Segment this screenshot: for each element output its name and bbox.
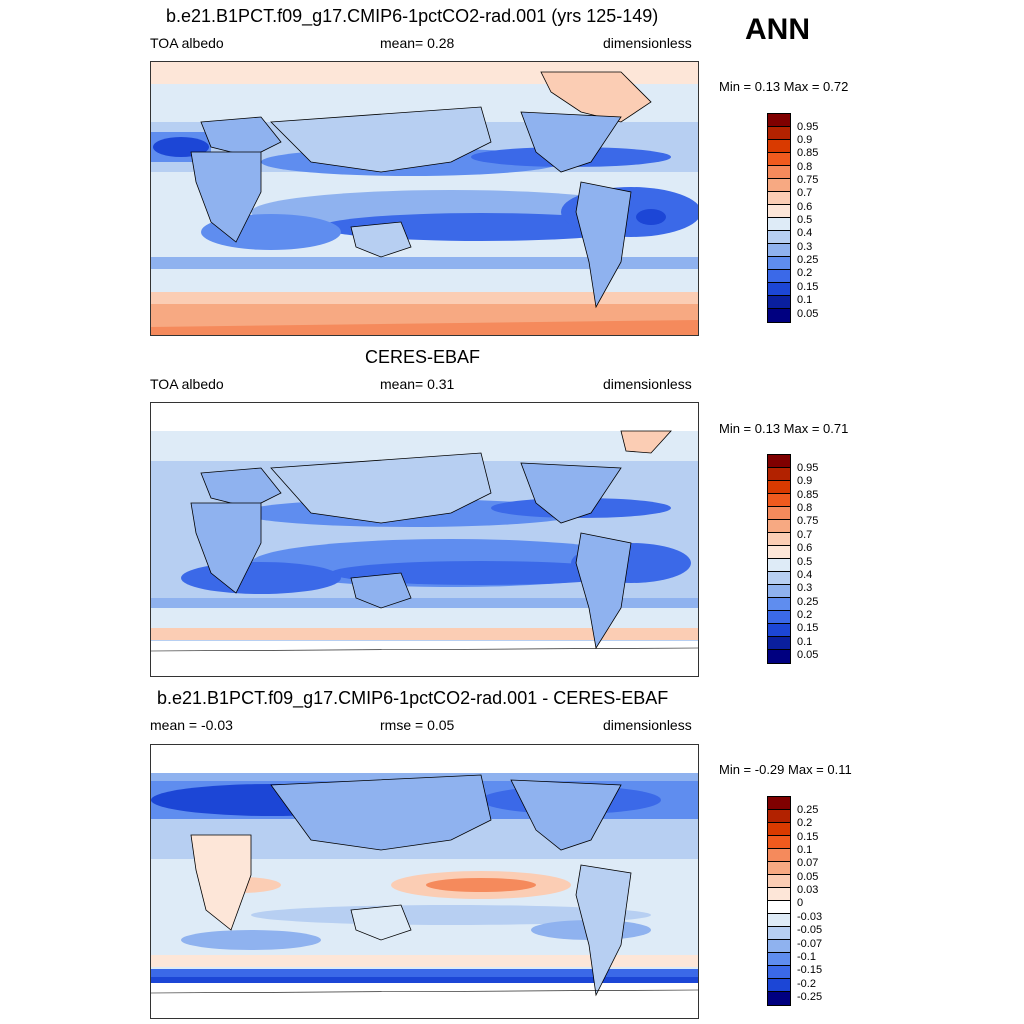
panel1-tick: 0.9 xyxy=(797,134,813,146)
panel3-tick: -0.05 xyxy=(797,924,823,936)
panel2-tick: 0.15 xyxy=(797,622,819,634)
panel2-map-svg xyxy=(151,403,698,676)
panel1-title: b.e21.B1PCT.f09_g17.CMIP6-1pctCO2-rad.00… xyxy=(166,6,659,26)
panel1-tick: 0.5 xyxy=(797,214,813,226)
panel1-tick: 0.05 xyxy=(797,308,819,320)
panel1-colorbar xyxy=(767,113,791,323)
panel2-tick: 0.4 xyxy=(797,569,813,581)
panel3-tick: 0.03 xyxy=(797,884,819,896)
panel2-mean-label: mean= 0.31 xyxy=(380,376,455,392)
panel3-tick: -0.2 xyxy=(797,978,816,990)
panel3-colorbar xyxy=(767,796,791,1006)
panel3-tick: -0.15 xyxy=(797,964,823,976)
panel2-tick: 0.75 xyxy=(797,515,819,527)
panel2-tick: 0.7 xyxy=(797,529,813,541)
panel1-units-label: dimensionless xyxy=(603,35,692,51)
panel3-map xyxy=(150,744,699,1019)
panel2-title: CERES-EBAF xyxy=(365,347,481,367)
panel1-tick: 0.1 xyxy=(797,294,813,306)
panel1-tick: 0.75 xyxy=(797,174,819,186)
panel3-tick: -0.1 xyxy=(797,951,816,963)
panel3-tick: -0.25 xyxy=(797,991,823,1003)
panel3-tick: -0.07 xyxy=(797,938,823,950)
panel3-minmax: Min = -0.29 Max = 0.11 xyxy=(719,762,852,777)
panel2-tick: 0.85 xyxy=(797,489,819,501)
panel3-rmse-label: rmse = 0.05 xyxy=(380,717,455,733)
panel3-tick: 0.25 xyxy=(797,804,819,816)
panel1-tick: 0.4 xyxy=(797,227,813,239)
panel2-tick: 0.05 xyxy=(797,649,819,661)
panel1-map xyxy=(150,61,699,336)
panel1-tick: 0.95 xyxy=(797,121,819,133)
panel2-tick: 0.3 xyxy=(797,582,813,594)
panel3-tick: 0.05 xyxy=(797,871,819,883)
panel3-tick: -0.03 xyxy=(797,911,823,923)
panel1-tick: 0.85 xyxy=(797,147,819,159)
panel3-tick: 0.07 xyxy=(797,857,819,869)
panel2-tick: 0.95 xyxy=(797,462,819,474)
panel3-units-label: dimensionless xyxy=(603,717,692,733)
panel1-tick: 0.6 xyxy=(797,201,813,213)
panel2-tick: 0.5 xyxy=(797,556,813,568)
panel1-mean-label: mean= 0.28 xyxy=(380,35,455,51)
panel3-tick: 0.15 xyxy=(797,831,819,843)
panel1-tick: 0.25 xyxy=(797,254,819,266)
panel1-tick: 0.15 xyxy=(797,281,819,293)
panel2-map xyxy=(150,402,699,677)
panel2-tick: 0.25 xyxy=(797,596,819,608)
panel3-mean-label: mean = -0.03 xyxy=(150,717,233,733)
panel3-title: b.e21.B1PCT.f09_g17.CMIP6-1pctCO2-rad.00… xyxy=(157,688,669,708)
panel3-tick: 0.1 xyxy=(797,844,813,856)
panel3-tick: 0.2 xyxy=(797,817,813,829)
panel2-units-label: dimensionless xyxy=(603,376,692,392)
panel1-variable-label: TOA albedo xyxy=(150,35,224,51)
panel1-tick: 0.2 xyxy=(797,267,813,279)
panel2-tick: 0.6 xyxy=(797,542,813,554)
season-label: ANN xyxy=(745,13,810,46)
panel2-minmax: Min = 0.13 Max = 0.71 xyxy=(719,421,849,436)
panel1-map-svg xyxy=(151,62,698,335)
panel1-minmax: Min = 0.13 Max = 0.72 xyxy=(719,79,849,94)
panel2-tick: 0.8 xyxy=(797,502,813,514)
panel2-tick: 0.9 xyxy=(797,475,813,487)
panel3-tick: 0 xyxy=(797,897,804,909)
panel3-map-svg xyxy=(151,745,698,1018)
panel2-colorbar xyxy=(767,454,791,664)
panel2-variable-label: TOA albedo xyxy=(150,376,224,392)
panel2-tick: 0.1 xyxy=(797,636,813,648)
panel1-tick: 0.3 xyxy=(797,241,813,253)
panel1-tick: 0.8 xyxy=(797,161,813,173)
panel1-tick: 0.7 xyxy=(797,187,813,199)
panel2-tick: 0.2 xyxy=(797,609,813,621)
